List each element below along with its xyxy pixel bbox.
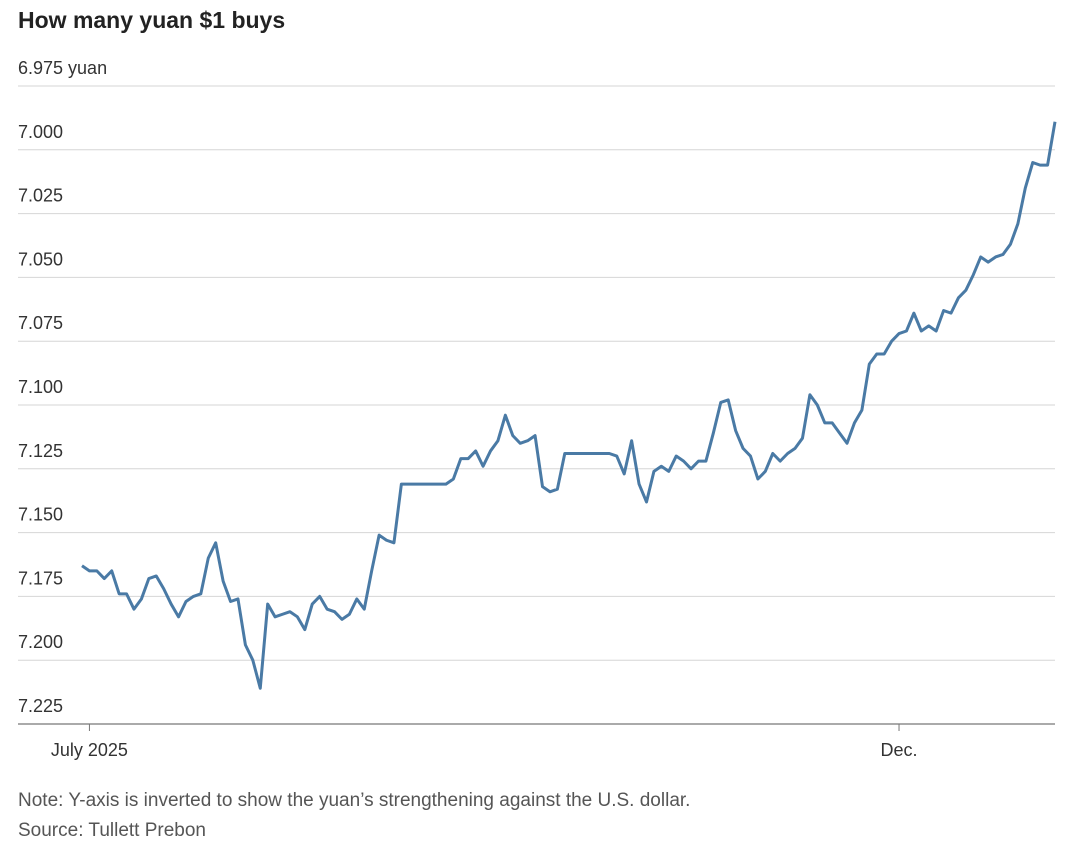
y-tick-label: 7.100	[18, 377, 63, 397]
y-tick-label: 6.975 yuan	[18, 58, 107, 78]
y-tick-label: 7.025	[18, 186, 63, 206]
y-tick-label: 7.125	[18, 441, 63, 461]
y-tick-label: 7.225	[18, 696, 63, 716]
y-tick-label: 7.000	[18, 122, 63, 142]
x-tick-label: July 2025	[51, 740, 128, 760]
y-tick-label: 7.175	[18, 568, 63, 588]
y-tick-label: 7.200	[18, 632, 63, 652]
note: Note: Y-axis is inverted to show the yua…	[18, 790, 690, 811]
source: Source: Tullett Prebon	[18, 820, 206, 841]
y-tick-label: 7.050	[18, 249, 63, 269]
y-tick-label: 7.150	[18, 505, 63, 525]
chart-title: How many yuan $1 buys	[18, 7, 285, 33]
y-tick-label: 7.075	[18, 313, 63, 333]
line	[81, 121, 1057, 690]
x-tick-label: Dec.	[881, 740, 918, 760]
